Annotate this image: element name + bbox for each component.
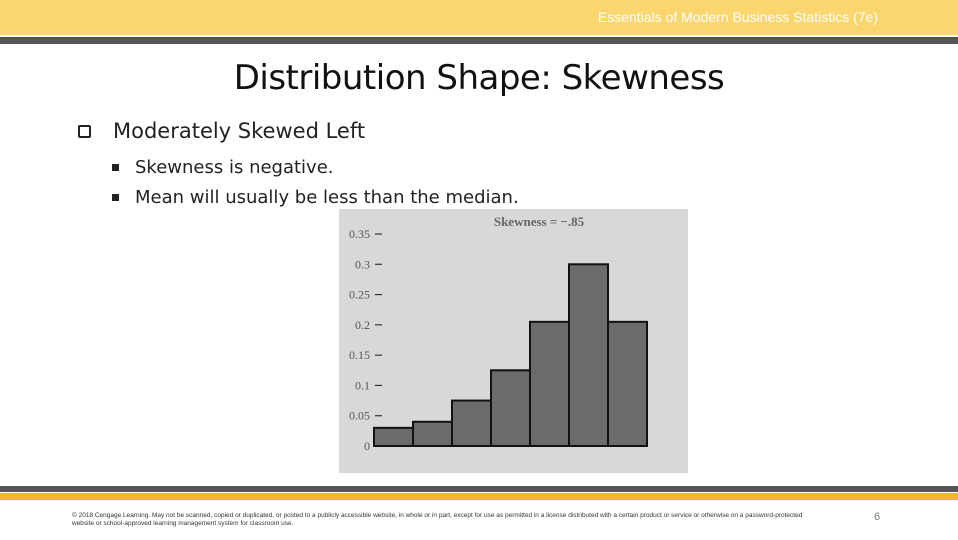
y-tick-label: 0.15 <box>349 348 370 362</box>
histogram-bar <box>607 320 648 447</box>
y-tick-label: 0.2 <box>355 318 370 332</box>
sub-bullet: Skewness is negative. <box>112 157 334 178</box>
sub-bullet: Mean will usually be less than the media… <box>112 187 519 208</box>
y-tick-label: 0.35 <box>349 227 370 241</box>
copyright-notice: © 2018 Cengage Learning. May not be scan… <box>72 512 803 527</box>
course-title: Essentials of Modern Business Statistics… <box>597 9 878 25</box>
skewness-annotation: Skewness = −.85 <box>494 214 585 229</box>
y-tick-label: 0.05 <box>349 409 370 423</box>
sub-bullet-text: Skewness is negative. <box>135 157 334 178</box>
square-bullet-icon <box>112 194 119 201</box>
y-tick-label: 0 <box>364 439 370 453</box>
histogram-svg: Skewness = −.85 0 0.05 0.1 0.15 0.2 0.25 0.3 0.… <box>349 214 648 453</box>
footer-divider <box>0 486 958 492</box>
histogram-bar <box>412 420 453 447</box>
footer-accent-line <box>0 493 958 500</box>
histogram-bar <box>373 426 414 447</box>
bullet-text: Moderately Skewed Left <box>113 119 366 143</box>
page-number: 6 <box>874 511 881 523</box>
header-divider <box>0 37 958 44</box>
y-tick-label: 0.3 <box>355 257 370 271</box>
y-tick-label: 0.25 <box>349 288 370 302</box>
histogram-bar <box>529 320 570 447</box>
histogram-bar <box>490 369 531 448</box>
histogram-bar <box>451 399 492 447</box>
histogram-bar <box>568 263 609 447</box>
histogram-chart: Skewness = −.85 0 0.05 0.1 0.15 0.2 0.25 0.3 0.… <box>339 209 688 473</box>
header-band <box>0 0 958 35</box>
y-tick-label: 0.1 <box>355 378 370 392</box>
sub-bullet-text: Mean will usually be less than the media… <box>135 187 519 208</box>
bullet-level1: Moderately Skewed Left <box>78 119 365 143</box>
checkbox-bullet-icon <box>78 124 91 138</box>
slide-title: Distribution Shape: Skewness <box>233 58 725 98</box>
square-bullet-icon <box>112 164 119 171</box>
